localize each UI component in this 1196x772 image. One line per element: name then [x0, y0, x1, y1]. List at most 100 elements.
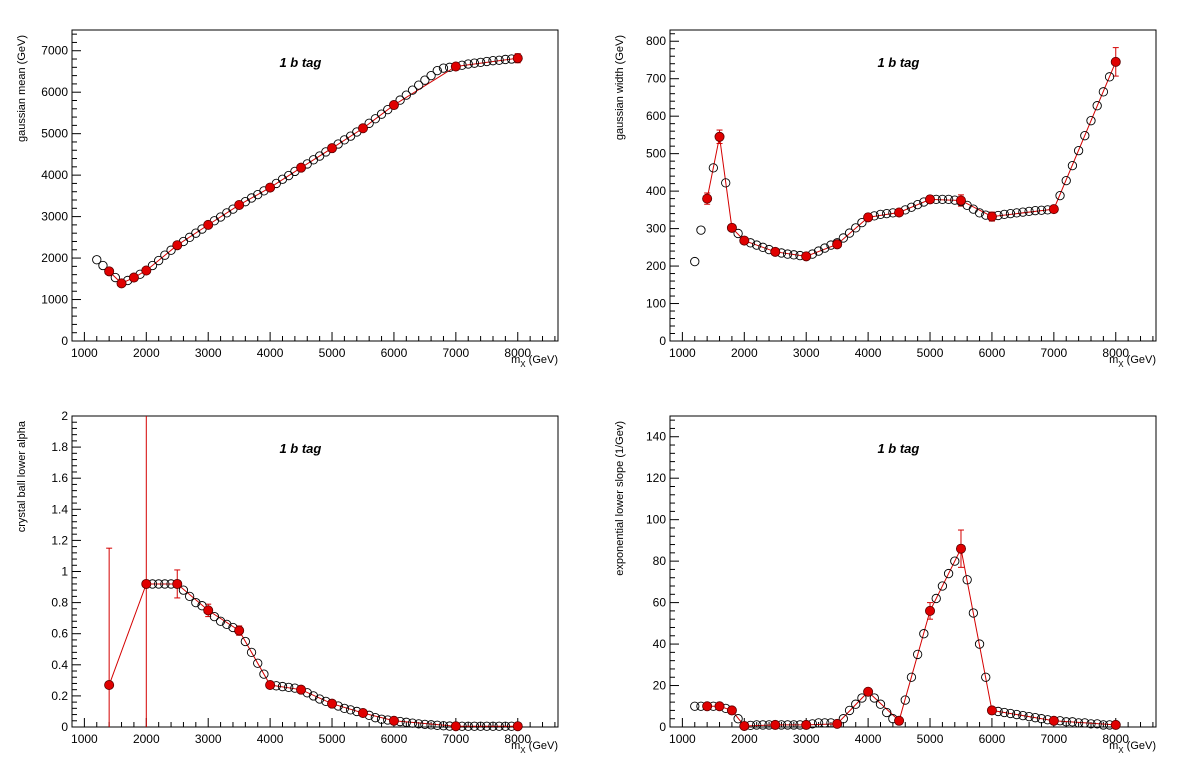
y-tick-label: 0.8 — [51, 596, 68, 610]
interpolated-point — [469, 58, 480, 68]
x-tick-label: 8000 — [504, 346, 531, 360]
x-tick-label: 7000 — [442, 346, 469, 360]
panel-gaussian-mean: 1000 2000 3000 4000 5000 6000 7000 8000 0 1000 200… — [0, 0, 598, 386]
interpolated-point — [1024, 711, 1034, 722]
interpolated-point — [253, 658, 263, 668]
interpolated-point — [420, 75, 430, 85]
fit-line — [706, 61, 1117, 257]
x-tick-label: 1000 — [669, 732, 696, 746]
x-axis-title: mX (GeV) — [511, 740, 558, 755]
y-tick-label: 120 — [646, 471, 666, 485]
interpolated-point — [813, 246, 824, 256]
annotation-label: 1 b tag — [877, 441, 919, 456]
interpolated-point — [875, 699, 886, 709]
interpolated-point — [912, 649, 923, 660]
interpolated-point — [690, 256, 700, 267]
interpolated-point — [931, 593, 941, 604]
interpolated-point — [721, 178, 731, 188]
interpolated-point — [482, 56, 492, 67]
x-tick-label: 3000 — [195, 732, 222, 746]
x-tick-label: 4000 — [257, 346, 284, 360]
interpolated-point — [919, 629, 929, 639]
fitted-point — [702, 701, 713, 712]
interpolated-point — [733, 714, 743, 724]
fitted-point — [726, 222, 737, 233]
y-tick-label: 1.8 — [51, 440, 68, 454]
interpolated-point — [438, 63, 449, 73]
y-tick-label: 3000 — [41, 210, 68, 224]
fitted-point — [296, 162, 307, 173]
fitted-point — [986, 211, 997, 222]
interpolated-point — [154, 579, 164, 589]
x-tick-label: 8000 — [1102, 346, 1129, 360]
fitted-point — [714, 701, 725, 712]
plot-frame — [71, 415, 559, 728]
y-tick-label: 60 — [653, 596, 667, 610]
x-axis-title-main: m — [1109, 740, 1118, 752]
y-tick-label: 20 — [653, 679, 667, 693]
fitted-point — [128, 272, 139, 283]
interpolated-point — [98, 260, 108, 271]
fitted-point — [726, 705, 737, 716]
panel-crystal-ball-alpha: 1000 2000 3000 4000 5000 6000 7000 8000 0 0.2 0.4 0… — [0, 386, 598, 772]
interpolated-point — [820, 243, 830, 253]
interpolated-point — [851, 223, 861, 233]
y-tick-label: 0.4 — [51, 658, 68, 672]
fitted-point — [702, 193, 713, 204]
interpolated-point — [758, 720, 768, 730]
fitted-point — [512, 53, 523, 64]
interpolated-point — [407, 85, 418, 95]
interpolated-point — [1024, 206, 1034, 217]
interpolated-point — [259, 669, 269, 679]
interpolated-point — [160, 579, 170, 589]
interpolated-point — [844, 228, 855, 238]
interpolated-point — [482, 721, 492, 731]
interpolated-point — [1018, 207, 1028, 217]
fitted-point — [863, 212, 874, 223]
y-tick-label: 0 — [659, 334, 666, 348]
x-tick-label: 2000 — [731, 732, 758, 746]
y-tick-label: 4000 — [41, 168, 68, 182]
fitted-point — [925, 605, 936, 616]
fitted-point — [327, 698, 338, 709]
x-tick-label: 1000 — [71, 346, 98, 360]
fitted-point — [265, 182, 276, 193]
fit-line — [108, 583, 518, 727]
interpolated-point — [1030, 205, 1040, 216]
interpolated-point — [432, 65, 442, 76]
y-tick-label: 2000 — [41, 251, 68, 265]
interpolated-point — [376, 109, 387, 119]
x-tick-label: 5000 — [319, 346, 346, 360]
x-axis-title: mX (GeV) — [1109, 354, 1156, 369]
y-tick-label: 1 — [61, 565, 68, 579]
fitted-point — [739, 235, 750, 246]
interpolated-point — [395, 95, 405, 105]
interpolated-point — [1086, 116, 1096, 126]
interpolated-point — [178, 585, 189, 595]
x-axis-title-unit: (GeV) — [526, 354, 558, 366]
x-axis-title-unit: (GeV) — [526, 740, 558, 752]
y-tick-label: 500 — [646, 147, 666, 161]
x-axis-title-sub: X — [1118, 360, 1124, 369]
fitted-point — [141, 578, 152, 589]
interpolated-point — [215, 616, 226, 626]
interpolated-point — [875, 209, 886, 220]
interpolated-point — [782, 720, 793, 730]
annotation-label: 1 b tag — [279, 441, 321, 456]
fitted-point — [832, 239, 843, 250]
interpolated-point — [906, 202, 917, 212]
chart-exponential-slope: 1000 2000 3000 4000 5000 6000 7000 8000 0 20 40 60 8… — [614, 415, 1157, 755]
interpolated-point — [981, 672, 991, 682]
fitted-point — [714, 131, 725, 142]
interpolated-point — [838, 233, 849, 243]
y-tick-label: 2 — [61, 409, 68, 423]
fit-line — [707, 547, 1116, 727]
panel-gaussian-width: 1000 2000 3000 4000 5000 6000 7000 8000 0 100 200 3… — [598, 0, 1196, 386]
interpolated-point — [943, 194, 954, 205]
fitted-point — [986, 705, 997, 716]
interpolated-point — [690, 701, 700, 711]
interpolated-point — [160, 250, 170, 260]
y-tick-label: 6000 — [41, 85, 68, 99]
interpolated-point — [1012, 208, 1022, 218]
interpolated-point — [488, 56, 498, 66]
